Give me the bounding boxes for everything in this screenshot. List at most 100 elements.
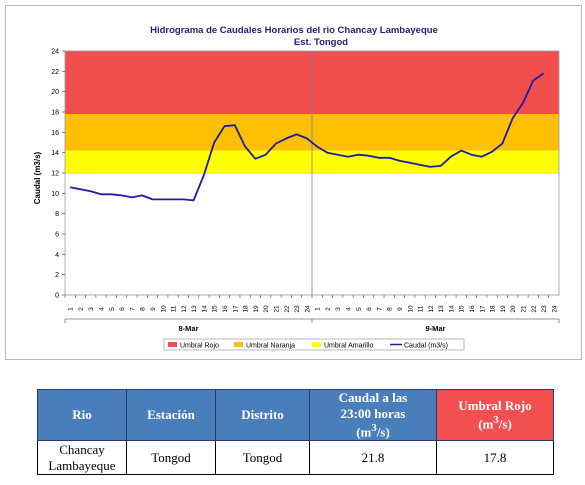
y-tick-label: 12 bbox=[51, 171, 59, 178]
cell-estacion: Tongod bbox=[126, 440, 216, 476]
x-tick-label: 11 bbox=[418, 305, 425, 312]
chart-subtitle: Est. Tongod bbox=[294, 37, 348, 48]
y-tick-label: 4 bbox=[55, 252, 59, 259]
y-tick-label: 6 bbox=[55, 232, 59, 239]
series-line-caudal bbox=[69, 72, 545, 202]
legend-swatch-umbral-rojo bbox=[168, 342, 177, 347]
header-umbral-sup: 3 bbox=[493, 414, 499, 426]
x-tick-label: 14 bbox=[448, 305, 455, 313]
legend-swatch-umbral-naranja bbox=[234, 342, 243, 347]
y-tick-label: 16 bbox=[51, 130, 59, 137]
x-tick-label: 13 bbox=[438, 305, 445, 313]
x-tick-label: 21 bbox=[520, 305, 527, 313]
header-umbral-rojo: Umbral Rojo (m3/s) bbox=[436, 388, 554, 442]
x-tick-label: 7 bbox=[129, 307, 136, 311]
x-tick-label: 6 bbox=[366, 307, 373, 311]
x-tick-label: 8 bbox=[140, 307, 147, 311]
header-umbral-line1: Umbral Rojo bbox=[458, 398, 532, 413]
x-tick-label: 17 bbox=[479, 305, 486, 313]
cell-umbral: 17.8 bbox=[436, 440, 554, 476]
chart-frame: Hidrograma de Caudales Horarios del rio … bbox=[5, 5, 582, 360]
x-tick-label: 2 bbox=[78, 307, 85, 311]
x-tick-label: 24 bbox=[551, 305, 558, 313]
y-tick-label: 22 bbox=[51, 69, 59, 76]
cell-rio-line1: Chancay bbox=[59, 441, 105, 457]
x-tick-label: 11 bbox=[171, 305, 178, 312]
x-tick-label: 5 bbox=[356, 307, 363, 311]
legend-swatch-umbral-amarillo bbox=[312, 342, 321, 347]
x-tick-label: 4 bbox=[99, 307, 106, 311]
header-umbral-unit-end: /s) bbox=[498, 416, 512, 432]
header-estacion: Estación bbox=[126, 388, 216, 442]
y-tick-label: 20 bbox=[51, 89, 59, 96]
x-tick-label: 21 bbox=[273, 305, 280, 313]
day-label: 8-Mar bbox=[178, 324, 198, 333]
y-tick-label: 10 bbox=[51, 191, 59, 198]
y-tick-label: 18 bbox=[51, 110, 59, 117]
x-tick-label: 12 bbox=[181, 305, 188, 313]
hydrograph-chart: Hidrograma de Caudales Horarios del rio … bbox=[33, 25, 560, 351]
x-tick-label: 18 bbox=[490, 305, 497, 313]
header-rio: Rio bbox=[37, 388, 127, 442]
x-tick-label: 5 bbox=[109, 307, 116, 311]
x-tick-label: 17 bbox=[232, 305, 239, 313]
x-tick-label: 1 bbox=[315, 307, 322, 311]
x-tick-label: 9 bbox=[150, 307, 157, 311]
legend-label: Umbral Amarillo bbox=[324, 342, 374, 349]
legend-label: Umbral Naranja bbox=[246, 342, 295, 349]
header-caudal: Caudal a las 23:00 horas (m3/s) bbox=[309, 388, 437, 442]
summary-table-wrap: Rio Estación Distrito Caudal a las 23:00… bbox=[37, 388, 554, 476]
x-tick-label: 6 bbox=[119, 307, 126, 311]
x-tick-label: 23 bbox=[541, 305, 548, 313]
y-tick-label: 14 bbox=[51, 150, 59, 157]
x-tick-label: 10 bbox=[407, 305, 414, 313]
x-tick-label: 18 bbox=[243, 305, 250, 313]
x-tick-label: 22 bbox=[531, 305, 538, 313]
x-tick-label: 14 bbox=[201, 305, 208, 313]
chart-title: Hidrograma de Caudales Horarios del rio … bbox=[150, 25, 438, 36]
cell-rio: Chancay Lambayeque bbox=[37, 440, 127, 476]
legend-label: Umbral Rojo bbox=[180, 342, 219, 349]
cell-caudal: 21.8 bbox=[309, 440, 437, 476]
cell-rio-line2: Lambayeque bbox=[48, 457, 116, 473]
table-header-row: Rio Estación Distrito Caudal a las 23:00… bbox=[37, 388, 554, 442]
y-tick-label: 24 bbox=[51, 49, 59, 56]
header-umbral-unit: (m bbox=[478, 416, 494, 432]
summary-table: Rio Estación Distrito Caudal a las 23:00… bbox=[37, 388, 554, 476]
x-tick-label: 16 bbox=[469, 305, 476, 313]
legend-label: Caudal (m3/s) bbox=[404, 342, 448, 349]
table-row: Chancay Lambayeque Tongod Tongod 21.8 17.… bbox=[37, 440, 554, 476]
x-tick-label: 19 bbox=[500, 305, 507, 313]
x-tick-label: 24 bbox=[304, 305, 311, 313]
x-tick-label: 8 bbox=[387, 307, 394, 311]
y-tick-label: 8 bbox=[55, 211, 59, 218]
header-caudal-unit: (m bbox=[356, 424, 372, 440]
x-tick-label: 15 bbox=[212, 305, 219, 313]
x-tick-label: 20 bbox=[263, 305, 270, 313]
x-tick-label: 15 bbox=[459, 305, 466, 313]
y-tick-label: 0 bbox=[55, 293, 59, 300]
x-tick-label: 3 bbox=[335, 307, 342, 311]
x-tick-label: 2 bbox=[325, 307, 332, 311]
y-axis-label: Caudal (m3/s) bbox=[33, 151, 42, 204]
x-tick-label: 4 bbox=[346, 307, 353, 311]
header-distrito: Distrito bbox=[215, 388, 310, 442]
x-tick-label: 19 bbox=[253, 305, 260, 313]
y-tick-label: 2 bbox=[55, 272, 59, 279]
x-tick-label: 12 bbox=[428, 305, 435, 313]
x-tick-label: 9 bbox=[397, 307, 404, 311]
x-tick-label: 10 bbox=[160, 305, 167, 313]
header-caudal-unit-end: /s) bbox=[376, 424, 390, 440]
x-tick-label: 1 bbox=[68, 307, 75, 311]
x-tick-label: 22 bbox=[284, 305, 291, 313]
header-caudal-sup: 3 bbox=[371, 422, 377, 434]
header-caudal-line1: Caudal a las bbox=[338, 390, 408, 405]
x-tick-label: 13 bbox=[191, 305, 198, 313]
day-label: 9-Mar bbox=[425, 324, 445, 333]
x-tick-label: 23 bbox=[294, 305, 301, 313]
x-tick-label: 7 bbox=[376, 307, 383, 311]
x-tick-label: 20 bbox=[510, 305, 517, 313]
header-caudal-line2: 23:00 horas bbox=[340, 406, 406, 421]
x-tick-label: 3 bbox=[88, 307, 95, 311]
cell-distrito: Tongod bbox=[215, 440, 310, 476]
